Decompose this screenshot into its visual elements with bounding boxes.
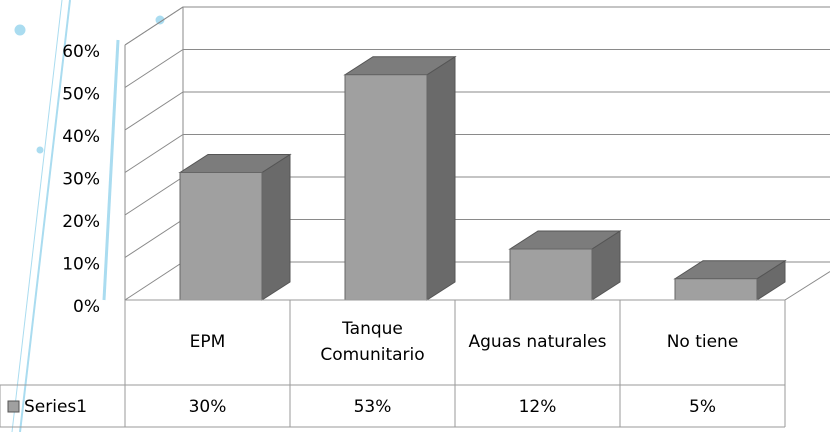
bar-side [261, 153, 291, 301]
category-label-box: EPM [189, 332, 226, 352]
y-tick-label: 10% [62, 255, 100, 275]
y-tick-label: 30% [62, 170, 100, 190]
category-label-box: Aguas naturales [468, 332, 607, 352]
category-label: Tanque Comunitario [320, 319, 425, 365]
y-tick-label: 60% [62, 42, 100, 62]
decoration [11, 0, 165, 432]
value-label: 30% [189, 397, 227, 417]
legend-label: Series1 [24, 397, 87, 417]
y-tick-label: 40% [62, 127, 100, 147]
grid-line [124, 49, 830, 88]
grid-line [124, 91, 830, 131]
value-label: 5% [689, 397, 716, 417]
grid-line [124, 6, 830, 46]
back-wall [124, 6, 830, 46]
category-label-box: No tiene [666, 332, 739, 352]
legend-swatch [7, 400, 20, 413]
bar [179, 172, 263, 301]
category-label: Aguas naturales [468, 332, 607, 352]
bar-side [426, 55, 456, 301]
category-label-box: Tanque Comunitario [320, 319, 425, 365]
value-label: 53% [354, 397, 392, 417]
bar [674, 278, 758, 301]
category-label: EPM [189, 332, 226, 352]
value-label: 12% [519, 397, 557, 417]
floor-edge [784, 271, 830, 301]
bar [509, 248, 593, 301]
bar [344, 74, 428, 301]
y-tick-label: 50% [62, 85, 100, 105]
y-tick-label: 0% [73, 297, 100, 317]
y-tick-label: 20% [62, 212, 100, 232]
category-label: No tiene [666, 332, 739, 352]
grid-line [124, 134, 830, 173]
